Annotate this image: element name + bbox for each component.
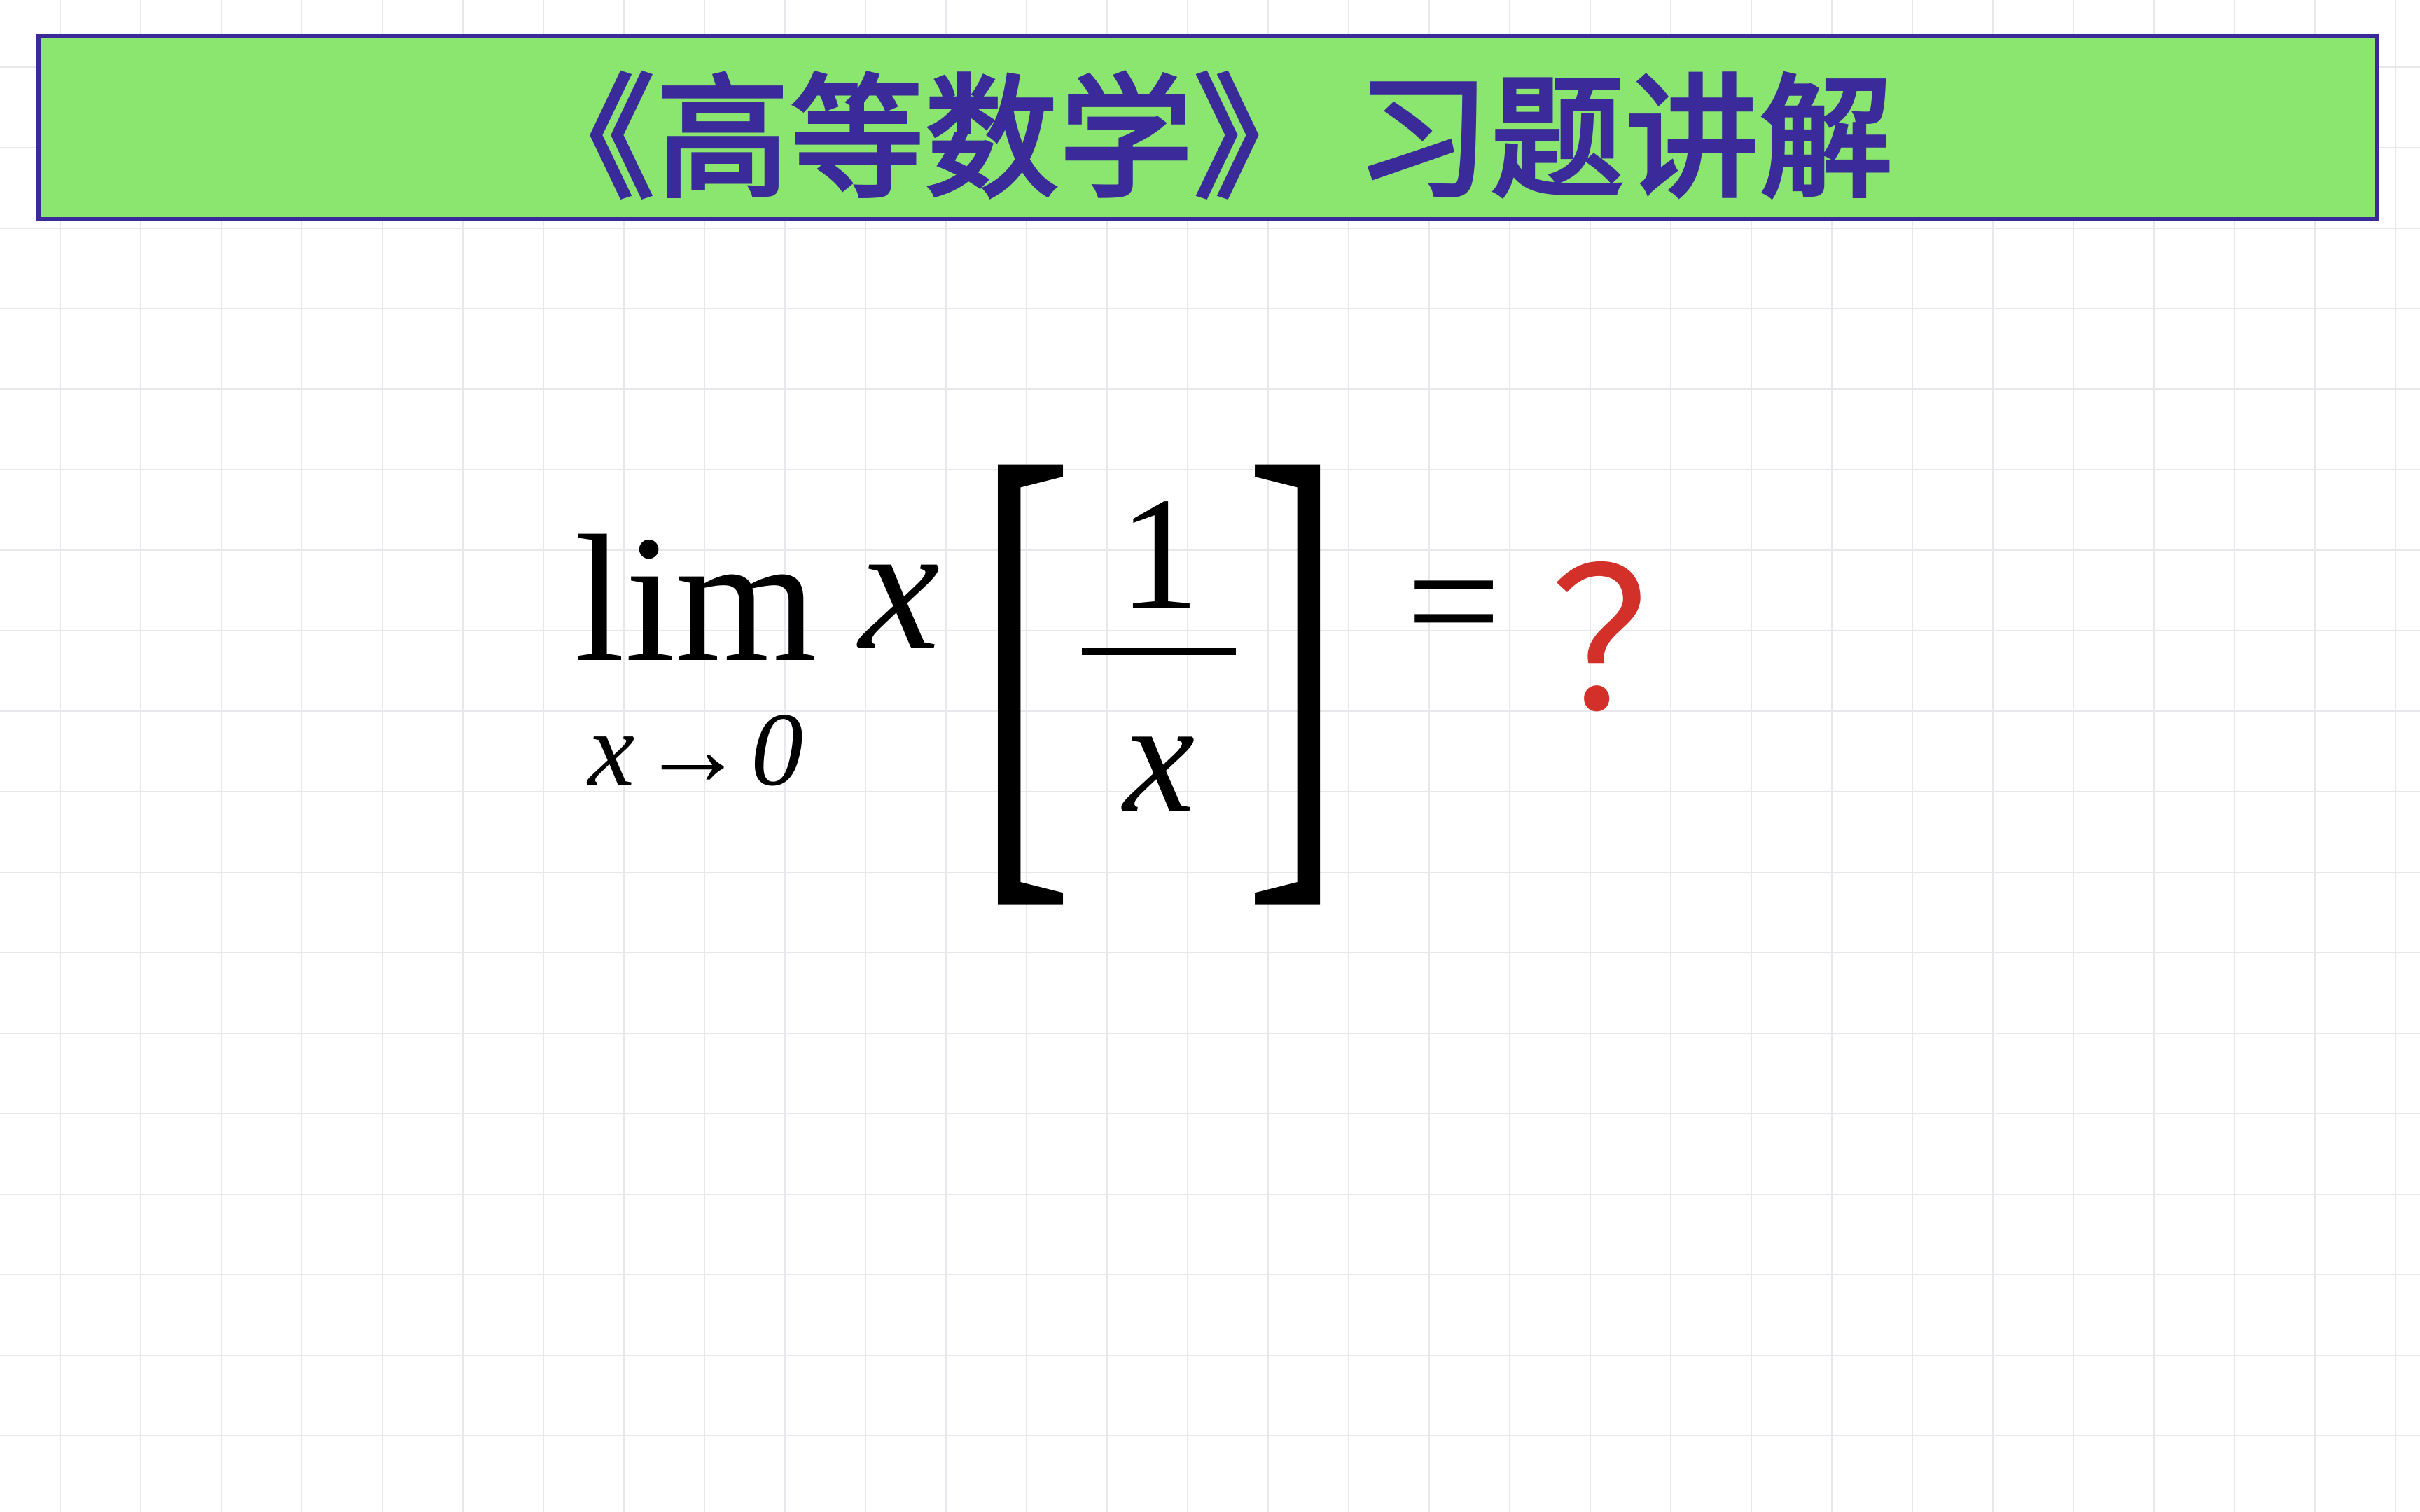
title-part2: 习题讲解 — [1356, 31, 1894, 224]
lim-var: x — [588, 692, 635, 808]
arrow-icon: → — [634, 692, 751, 808]
outer-variable: x — [859, 483, 940, 692]
bracket-right-icon: ] — [1244, 448, 1342, 863]
equals-sign: = — [1406, 504, 1501, 697]
limit-operator: lim x→0 — [574, 508, 817, 802]
title-banner: 《高等数学》 习题讲解 — [36, 34, 2379, 221]
bracket-left-icon: [ — [976, 448, 1073, 863]
fraction-numerator: 1 — [1119, 473, 1199, 648]
lim-subscript: x→0 — [588, 697, 804, 802]
equation: lim x→0 x [ 1 x ] = ？ — [574, 448, 1746, 863]
fraction-bar — [1082, 648, 1236, 655]
lim-target: 0 — [751, 692, 803, 808]
floor-brackets: [ 1 x ] — [975, 448, 1343, 863]
lim-text: lim — [574, 508, 817, 690]
fraction: 1 x — [1082, 473, 1236, 837]
fraction-denominator: x — [1123, 655, 1195, 837]
title-part1: 《高等数学》 — [522, 31, 1328, 224]
question-mark: ？ — [1550, 483, 1746, 767]
